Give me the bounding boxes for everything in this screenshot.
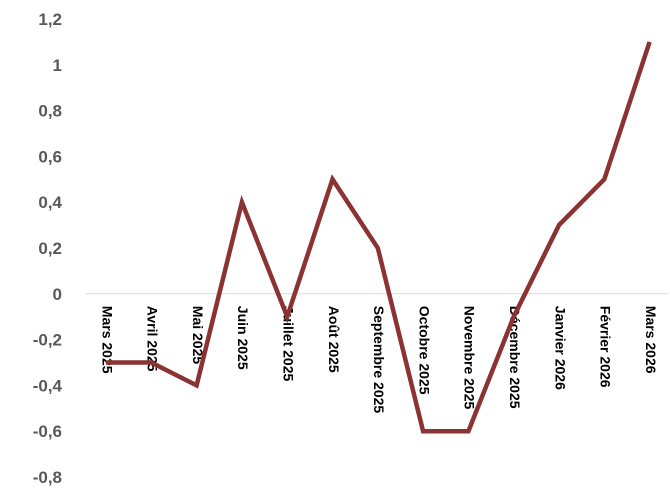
x-tick-label: Décembre 2025 [507,306,523,409]
y-tick-label: 0,8 [38,102,62,121]
x-tick-label: Juillet 2025 [280,306,296,382]
y-tick-label: -0,2 [33,331,62,350]
series-line [106,41,652,434]
y-tick-label: 1 [53,56,62,75]
x-tick-label: Novembre 2025 [462,306,478,410]
y-tick-label: 0,6 [38,147,62,166]
x-tick-label: Septembre 2025 [371,306,387,414]
y-tick-label: -0,4 [33,376,63,395]
x-tick-label: Octobre 2025 [416,306,432,395]
x-tick-label: Janvier 2026 [552,306,568,390]
y-tick-label: -0,8 [33,468,62,487]
x-tick-label: Avril 2025 [145,306,161,372]
x-tick-label: Mars 2026 [643,306,659,374]
y-tick-label: -0,6 [33,422,62,441]
x-tick-label: Février 2026 [598,306,614,388]
x-tick-label: Mai 2025 [190,306,206,365]
y-tick-label: 0,2 [38,239,62,258]
y-tick-label: 1,2 [38,10,62,29]
y-tick-label: 0,4 [38,193,62,212]
y-axis-ticks: 1,2 1 0,8 0,6 0,4 0,2 0 -0,2 -0,4 -0,6 -0,8 [33,10,63,487]
y-tick-label: 0 [53,285,62,304]
x-tick-label: Mars 2025 [99,306,115,374]
x-tick-label: Juin 2025 [235,306,251,370]
x-axis-ticks: Mars 2025 Avril 2025 Mai 2025 Juin 2025 Juil… [99,306,659,414]
x-tick-label: Août 2025 [326,306,342,373]
